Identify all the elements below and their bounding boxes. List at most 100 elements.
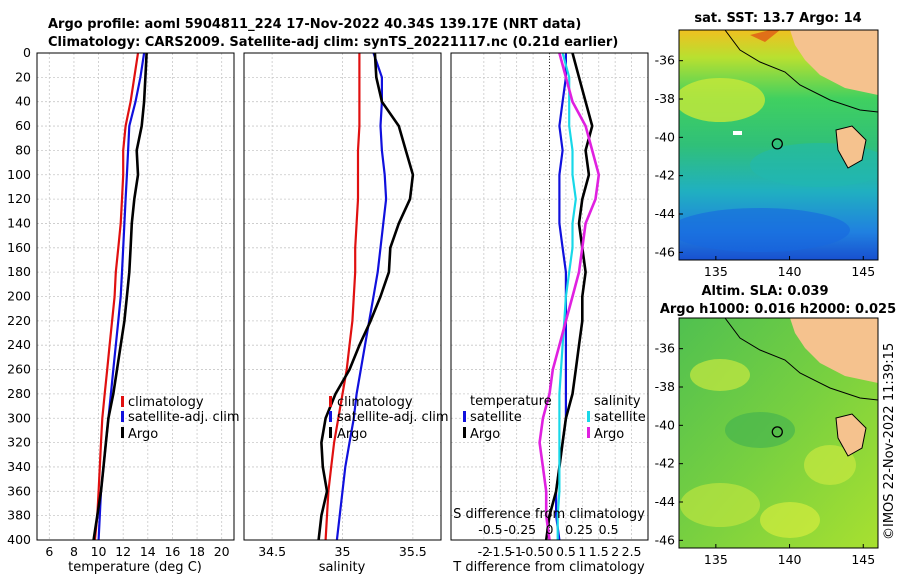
legend-label-t-argo: Argo — [470, 427, 500, 442]
temperature-axis-label: temperature (deg C) — [68, 560, 202, 575]
depth-tick-label: 400 — [7, 532, 31, 547]
sst-map-frame — [678, 29, 879, 261]
sla-map-title-line2: Argo h1000: 0.016 h2000: 0.025 — [660, 302, 896, 317]
depth-tick-label: 180 — [7, 264, 31, 279]
legend-label-s-argo: Argo — [594, 427, 624, 442]
longitude-tick-label: 140 — [778, 264, 802, 279]
x-tick-label: 16 — [164, 544, 180, 559]
latitude-tick-label: -42 — [655, 168, 675, 183]
x-tick-label: 35.5 — [399, 544, 427, 559]
s-tick-label: -0.5 — [478, 522, 502, 537]
depth-tick-label: 160 — [7, 240, 31, 255]
depth-tick-label: 340 — [7, 459, 31, 474]
sla-high-patch — [804, 445, 856, 485]
watermark: ©IMOS 22-Nov-2022 11:39:15 — [882, 343, 897, 540]
difference-axes-frame — [450, 52, 649, 541]
sst-land-australia — [679, 30, 878, 95]
title-line-2: Climatology: CARS2009. Satellite-adj cli… — [48, 35, 618, 50]
legend-swatch-climatology — [121, 396, 124, 407]
salinity-panel: 34.5 35 35.5 salinity climatology satellit… — [243, 52, 449, 575]
depth-tick-label: 120 — [7, 191, 31, 206]
sst-contour — [679, 30, 878, 113]
sst-warm-patch — [679, 78, 765, 122]
salinity-axes-frame — [243, 52, 442, 541]
temperature-panel: 0 20 40 60 80 100 120 140 160 180 200 220 240 260 280 3… — [7, 45, 239, 575]
sla-high-patch — [690, 359, 750, 391]
difference-tick-labels: -2-1.5-1-0.5 0 0.5 1 1.5 2 2.5 — [478, 544, 642, 559]
sla-land-australia — [679, 318, 878, 383]
x-tick-label: 35 — [335, 544, 351, 559]
s-tick-label: 0 — [546, 522, 554, 537]
legend-label-argo: Argo — [337, 427, 367, 442]
depth-tick-label: 220 — [7, 313, 31, 328]
s-tick-label: -0.25 — [504, 522, 536, 537]
legend-swatch-s-argo — [587, 427, 590, 438]
legend-swatch-t-argo — [463, 427, 466, 438]
depth-tick-label: 200 — [7, 289, 31, 304]
x-tick-label: 18 — [189, 544, 205, 559]
x-tick-label: 2 — [611, 544, 619, 559]
x-tick-label: 0 — [546, 544, 554, 559]
legend-swatch-satellite — [329, 411, 332, 422]
legend-swatch-climatology — [329, 396, 332, 407]
sla-land-tasmania — [835, 413, 867, 457]
difference-panel: -2-1.5-1-0.5 0 0.5 1 1.5 2 2.5 T difference fr… — [450, 52, 649, 575]
legend-title-salinity: salinity — [594, 394, 641, 409]
depth-tick-label: 280 — [7, 386, 31, 401]
s-difference-tick-labels: -0.5 -0.25 0 0.25 0.5 — [478, 522, 618, 537]
depth-tick-label: 140 — [7, 215, 31, 230]
x-tick-label: -1.5 — [488, 544, 512, 559]
latitude-tick-label: -46 — [655, 532, 675, 547]
salinity-grid — [244, 52, 441, 541]
latitude-tick-label: -36 — [655, 53, 675, 68]
x-tick-label: 1 — [578, 544, 586, 559]
sst-cold-patch — [679, 208, 850, 252]
legend-swatch-satellite — [121, 411, 124, 422]
depth-tick-label: 0 — [23, 45, 31, 60]
sla-high-patch — [760, 502, 820, 538]
sla-low-patch — [725, 412, 795, 448]
temperature-axes-frame — [36, 52, 235, 541]
series-line-climatology — [93, 52, 140, 541]
sla-map-frame — [678, 317, 879, 549]
temperature-tick-labels: 6 8 10 12 14 16 18 20 — [45, 544, 229, 559]
legend-swatch-argo — [329, 427, 332, 438]
depth-tick-label: 60 — [15, 118, 31, 133]
sla-map-tick-labels: -36 -38 -40 -42 -44 -46 135 140 145 — [655, 341, 876, 567]
sla-high-patch — [680, 483, 760, 527]
depth-tick-label: 100 — [7, 167, 31, 182]
depth-tick-label: 380 — [7, 508, 31, 523]
latitude-tick-label: -44 — [655, 206, 675, 221]
legend-swatch-s-satellite — [587, 411, 590, 422]
legend-label-climatology: climatology — [128, 395, 204, 410]
x-tick-label: -0.5 — [521, 544, 545, 559]
sst-hot-coast — [750, 30, 780, 42]
series-line-s-satellite — [556, 52, 577, 540]
depth-tick-label: 240 — [7, 337, 31, 352]
legend-label-satellite: satellite-adj. clim — [128, 410, 240, 425]
sla-contour — [679, 318, 878, 401]
depth-tick-label: 40 — [15, 94, 31, 109]
latitude-tick-label: -40 — [655, 129, 675, 144]
salinity-tick-labels: 34.5 35 35.5 — [258, 544, 427, 559]
depth-tick-label: 20 — [15, 69, 31, 84]
x-tick-label: 20 — [214, 544, 230, 559]
sla-map — [679, 318, 878, 548]
x-tick-label: 0.5 — [556, 544, 576, 559]
series-line-s-argo — [538, 52, 601, 541]
s-tick-label: 0.25 — [565, 522, 593, 537]
series-line-argo — [92, 52, 148, 541]
depth-tick-label: 260 — [7, 362, 31, 377]
title-line-1: Argo profile: aoml 5904811_224 17-Nov-20… — [48, 17, 581, 32]
longitude-tick-label: 145 — [851, 552, 875, 567]
legend-swatch-argo — [121, 427, 124, 438]
x-tick-label: 14 — [140, 544, 156, 559]
sst-missing-pixel — [733, 131, 742, 135]
sst-map-tick-labels: -36 -38 -40 -42 -44 -46 135 140 145 — [655, 53, 876, 279]
x-tick-label: 2.5 — [622, 544, 642, 559]
temperature-series — [92, 52, 148, 541]
sla-map-title-line1: Altim. SLA: 0.039 — [702, 284, 829, 299]
longitude-tick-label: 140 — [778, 552, 802, 567]
depth-tick-labels: 0 20 40 60 80 100 120 140 160 180 200 220 240 260 280 3… — [7, 45, 31, 547]
